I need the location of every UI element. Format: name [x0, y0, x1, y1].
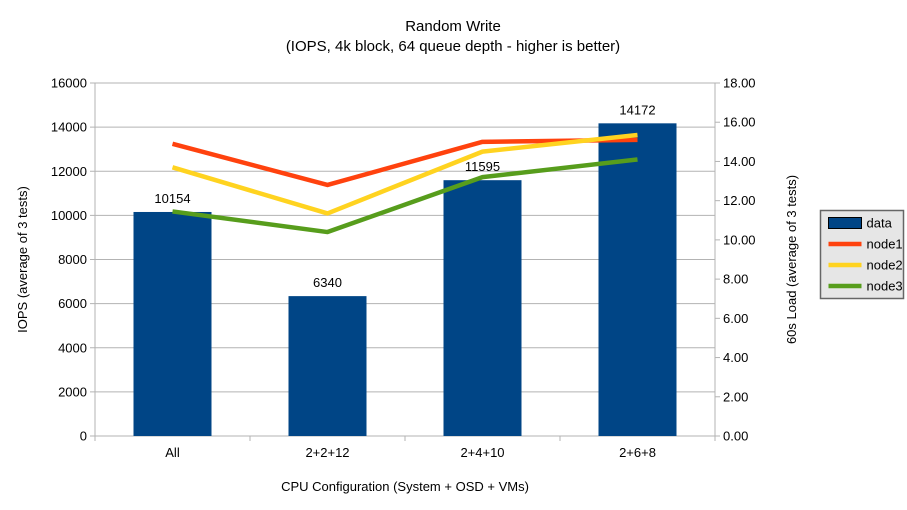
bar [133, 211, 212, 436]
right-axis-tick-label: 2.00 [723, 389, 748, 404]
right-axis-tick-label: 14.00 [723, 154, 756, 169]
left-axis-tick-label: 12000 [51, 164, 87, 179]
left-axis-tick-label: 0 [80, 429, 87, 444]
line-layer [171, 132, 638, 235]
left-axis-title: IOPS (average of 3 tests) [15, 186, 30, 333]
right-axis-tick-label: 10.00 [723, 232, 756, 247]
legend-label-node2: node2 [867, 258, 903, 273]
left-axis-tick-label: 2000 [58, 384, 87, 399]
legend-swatch-data [828, 217, 862, 229]
chart-title: Random Write [405, 18, 501, 35]
bar [443, 180, 522, 436]
x-tick-label: 2+2+12 [305, 445, 349, 460]
chart-subtitle: (IOPS, 4k block, 64 queue depth - higher… [286, 38, 620, 55]
right-axis-tick-label: 16.00 [723, 115, 756, 130]
right-axis-tick-label: 0.00 [723, 429, 748, 444]
right-axis-tick-label: 6.00 [723, 311, 748, 326]
right-axis-tick-label: 8.00 [723, 272, 748, 287]
bar-value-label: 11595 [465, 159, 500, 174]
left-axis-tick-label: 14000 [51, 120, 87, 135]
line-node1 [171, 137, 638, 188]
bar-value-label: 6340 [313, 275, 342, 290]
right-axis-tick-label: 4.00 [723, 350, 748, 365]
legend-label-node1: node1 [867, 237, 903, 252]
left-axis-tick-label: 4000 [58, 340, 87, 355]
line-node3 [172, 157, 638, 235]
bar-layer [133, 123, 677, 436]
x-tick-label: All [165, 445, 180, 460]
bar-value-label: 14172 [619, 102, 655, 117]
x-tick-label: 2+6+8 [619, 445, 656, 460]
left-axis-tick-label: 16000 [51, 76, 87, 91]
left-axis-tick-label: 10000 [51, 208, 87, 223]
legend: data node1 node2 node3 [819, 209, 905, 300]
legend-label-node3: node3 [867, 279, 903, 294]
right-axis-tick-label: 12.00 [723, 193, 756, 208]
left-axis-tick-label: 6000 [58, 296, 87, 311]
bar-value-label: 10154 [154, 191, 190, 206]
legend-label-data: data [867, 216, 893, 231]
line-node2 [171, 132, 638, 216]
right-axis-tick-label: 18.00 [723, 76, 756, 91]
label-layer: 0 2000 4000 6000 8000 10000 12000 14000 16000 0.0… [51, 76, 756, 461]
bar [598, 123, 677, 436]
left-axis-tick-label: 8000 [58, 252, 87, 267]
x-tick-label: 2+4+10 [460, 445, 504, 460]
x-axis-title: CPU Configuration (System + OSD + VMs) [281, 479, 529, 494]
bar [288, 296, 367, 436]
right-axis-title: 60s Load (average of 3 tests) [784, 175, 799, 344]
